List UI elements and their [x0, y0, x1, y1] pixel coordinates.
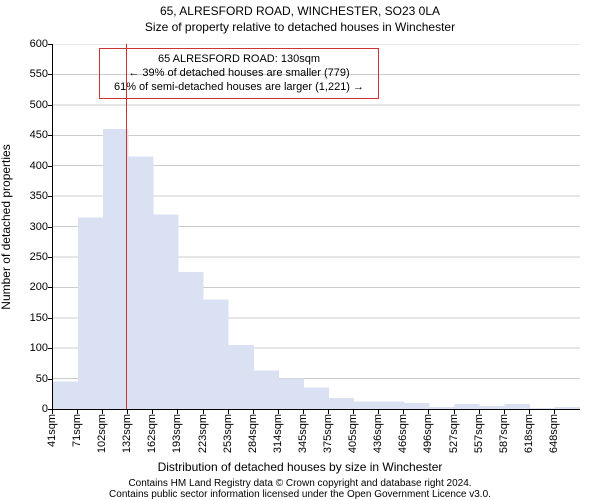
histogram-bar: [555, 407, 580, 409]
histogram-bar: [128, 157, 153, 409]
histogram-bar: [480, 406, 505, 409]
chart-title: 65, ALRESFORD ROAD, WINCHESTER, SO23 0LA: [0, 4, 600, 18]
y-tick-label: 0: [2, 403, 48, 415]
x-tick-label: 527sqm: [448, 414, 460, 453]
callout-box: 65 ALRESFORD ROAD: 130sqm ← 39% of detac…: [99, 48, 379, 99]
histogram-bar: [329, 398, 354, 409]
y-tick-mark: [48, 348, 52, 349]
histogram-bar: [354, 402, 379, 409]
y-tick-mark: [48, 227, 52, 228]
x-tick-label: 102sqm: [96, 414, 108, 453]
y-tick-label: 200: [2, 281, 48, 293]
histogram-bar: [254, 371, 279, 409]
footer-line-2: Contains public sector information licen…: [0, 489, 600, 500]
y-tick-label: 250: [2, 251, 48, 263]
histogram-bar: [505, 404, 530, 409]
x-tick-label: 132sqm: [121, 414, 133, 453]
y-tick-mark: [48, 74, 52, 75]
histogram-bar: [178, 272, 203, 409]
y-tick-label: 150: [2, 312, 48, 324]
x-tick-label: 405sqm: [347, 414, 359, 453]
x-tick-label: 284sqm: [247, 414, 259, 453]
y-tick-mark: [48, 379, 52, 380]
y-tick-mark: [48, 166, 52, 167]
histogram-bar: [379, 402, 404, 409]
histogram-bar: [103, 129, 128, 409]
x-tick-label: 618sqm: [523, 414, 535, 453]
histogram-bar: [455, 404, 480, 409]
y-tick-mark: [48, 318, 52, 319]
y-tick-label: 500: [2, 99, 48, 111]
histogram-bar: [53, 382, 78, 409]
chart-subtitle: Size of property relative to detached ho…: [0, 20, 600, 34]
histogram-bar: [404, 403, 429, 409]
y-tick-label: 350: [2, 190, 48, 202]
histogram-bar: [530, 408, 555, 409]
x-tick-label: 223sqm: [197, 414, 209, 453]
histogram-bar: [204, 300, 229, 410]
callout-line-1: 65 ALRESFORD ROAD: 130sqm: [106, 53, 372, 67]
x-tick-label: 345sqm: [297, 414, 309, 453]
callout-line-3: 61% of semi-detached houses are larger (…: [106, 81, 372, 95]
chart-root: { "chart": { "type": "histogram", "title…: [0, 0, 600, 500]
x-tick-label: 314sqm: [272, 414, 284, 453]
y-tick-label: 550: [2, 68, 48, 80]
histogram-bar: [153, 214, 178, 409]
y-tick-label: 100: [2, 342, 48, 354]
y-tick-label: 400: [2, 160, 48, 172]
y-tick-label: 600: [2, 38, 48, 50]
x-tick-label: 162sqm: [146, 414, 158, 453]
y-tick-label: 50: [2, 373, 48, 385]
x-tick-label: 557sqm: [473, 414, 485, 453]
y-tick-mark: [48, 257, 52, 258]
x-tick-label: 466sqm: [397, 414, 409, 453]
x-tick-label: 375sqm: [322, 414, 334, 453]
x-tick-label: 587sqm: [498, 414, 510, 453]
y-tick-mark: [48, 287, 52, 288]
y-tick-label: 450: [2, 129, 48, 141]
histogram-bar: [78, 217, 103, 409]
callout-line-2: ← 39% of detached houses are smaller (77…: [106, 67, 372, 81]
histogram-bar: [229, 345, 254, 409]
x-tick-label: 496sqm: [422, 414, 434, 453]
x-tick-label: 193sqm: [171, 414, 183, 453]
y-tick-mark: [48, 105, 52, 106]
y-tick-label: 300: [2, 221, 48, 233]
x-tick-label: 253sqm: [222, 414, 234, 453]
y-tick-mark: [48, 135, 52, 136]
y-tick-mark: [48, 44, 52, 45]
histogram-bar: [279, 379, 304, 409]
footer-attribution: Contains HM Land Registry data © Crown c…: [0, 478, 600, 500]
histogram-bar: [429, 407, 454, 409]
footer-line-1: Contains HM Land Registry data © Crown c…: [0, 478, 600, 489]
x-tick-label: 71sqm: [71, 414, 83, 447]
histogram-bar: [304, 388, 329, 409]
x-tick-label: 648sqm: [548, 414, 560, 453]
x-tick-label: 41sqm: [46, 414, 58, 447]
x-axis-label: Distribution of detached houses by size …: [0, 460, 600, 474]
y-tick-mark: [48, 196, 52, 197]
x-tick-label: 436sqm: [372, 414, 384, 453]
